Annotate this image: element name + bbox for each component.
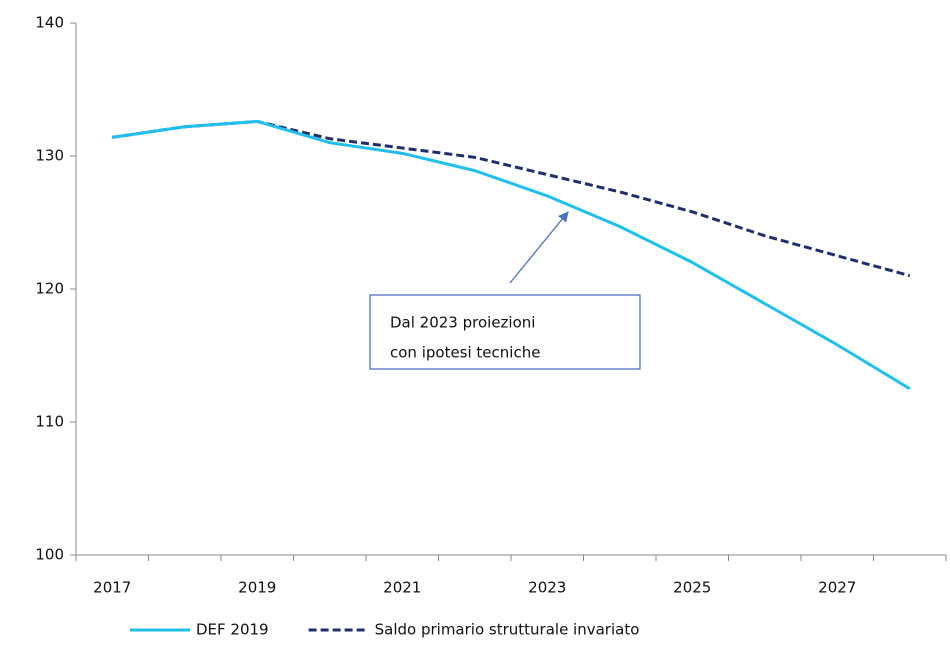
x-tick-label: 2019 xyxy=(238,579,276,597)
x-tick-label: 2017 xyxy=(93,579,131,597)
annotation-text: Dal 2023 proiezioni xyxy=(390,314,535,332)
series-line xyxy=(112,119,911,391)
x-tick-label: 2023 xyxy=(528,579,566,597)
x-tick-label: 2025 xyxy=(673,579,711,597)
legend-label: Saldo primario strutturale invariato xyxy=(375,621,640,639)
y-tick-label: 100 xyxy=(35,546,64,564)
y-tick-label: 110 xyxy=(35,413,64,431)
y-tick-label: 140 xyxy=(35,14,64,32)
x-tick-label: 2027 xyxy=(818,579,856,597)
annotation-text: con ipotesi tecniche xyxy=(390,344,540,362)
x-tick-label: 2021 xyxy=(383,579,421,597)
series-line xyxy=(112,119,911,278)
annotation-arrow xyxy=(509,211,569,284)
y-tick-label: 130 xyxy=(35,147,64,165)
legend-label: DEF 2019 xyxy=(196,621,269,639)
annotation-box xyxy=(369,294,641,370)
y-tick-label: 120 xyxy=(35,280,64,298)
